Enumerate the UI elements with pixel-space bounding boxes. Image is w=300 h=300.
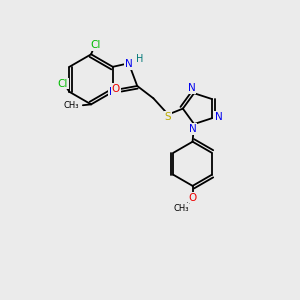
Text: O: O	[112, 84, 120, 94]
Text: CH₃: CH₃	[64, 101, 79, 110]
Text: N: N	[109, 87, 117, 97]
Text: O: O	[188, 193, 197, 202]
Text: N: N	[125, 59, 133, 69]
Text: Cl: Cl	[90, 40, 101, 50]
Text: Cl: Cl	[58, 79, 68, 88]
Text: N: N	[188, 83, 196, 93]
Text: N: N	[215, 112, 223, 122]
Text: S: S	[165, 112, 172, 122]
Text: CH₃: CH₃	[173, 204, 189, 213]
Text: N: N	[189, 124, 196, 134]
Text: H: H	[136, 54, 144, 64]
